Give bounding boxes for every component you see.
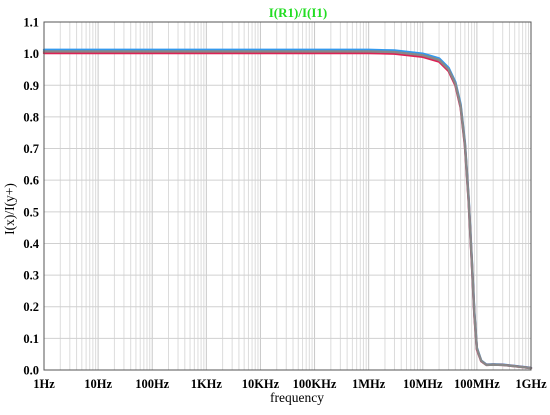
x-tick-label: 10MHz	[403, 377, 443, 391]
x-tick-label: 100MHz	[454, 377, 500, 391]
series-line-3	[42, 50, 533, 370]
y-tick-label: 0.4	[23, 237, 39, 251]
x-tick-label: 10KHz	[242, 377, 280, 391]
x-tick-label: 1Hz	[33, 377, 55, 391]
y-tick-label: 1.0	[23, 47, 39, 61]
x-tick-label: 1MHz	[352, 377, 386, 391]
x-axis-label: frequency	[270, 390, 324, 405]
y-tick-label: 0.1	[23, 332, 39, 346]
y-tick-label: 0.8	[23, 110, 39, 124]
y-tick-label: 0.7	[23, 142, 39, 156]
y-tick-label: 0.5	[23, 205, 39, 219]
y-tick-label: 1.1	[23, 16, 39, 30]
y-tick-label: 0.0	[23, 364, 39, 378]
x-tick-label: 1KHz	[191, 377, 223, 391]
series-layer	[42, 48, 533, 370]
series-line-2	[42, 51, 533, 370]
y-axis-label: I(x)/I(y+)	[2, 183, 17, 235]
x-tick-label: 1GHz	[515, 377, 547, 391]
chart-title: I(R1)/I(I1)	[269, 5, 328, 20]
y-tick-label: 0.3	[23, 269, 39, 283]
y-tick-labels: 0.0 0.1 0.2 0.3 0.4 0.5 0.6 0.7 0.8 0.9 1.0 1.1	[23, 16, 39, 378]
y-tick-label: 0.9	[23, 79, 39, 93]
grid-layer	[43, 21, 531, 371]
x-tick-label: 100Hz	[135, 377, 169, 391]
x-tick-label: 100KHz	[293, 377, 337, 391]
y-tick-label: 0.2	[23, 300, 39, 314]
x-tick-labels: 1Hz 10Hz 100Hz 1KHz 10KHz 100KHz 1MHz 10MHz 100M…	[33, 377, 547, 391]
x-tick-label: 10Hz	[84, 377, 112, 391]
plot-frame	[43, 21, 532, 371]
y-tick-label: 0.6	[23, 174, 39, 188]
